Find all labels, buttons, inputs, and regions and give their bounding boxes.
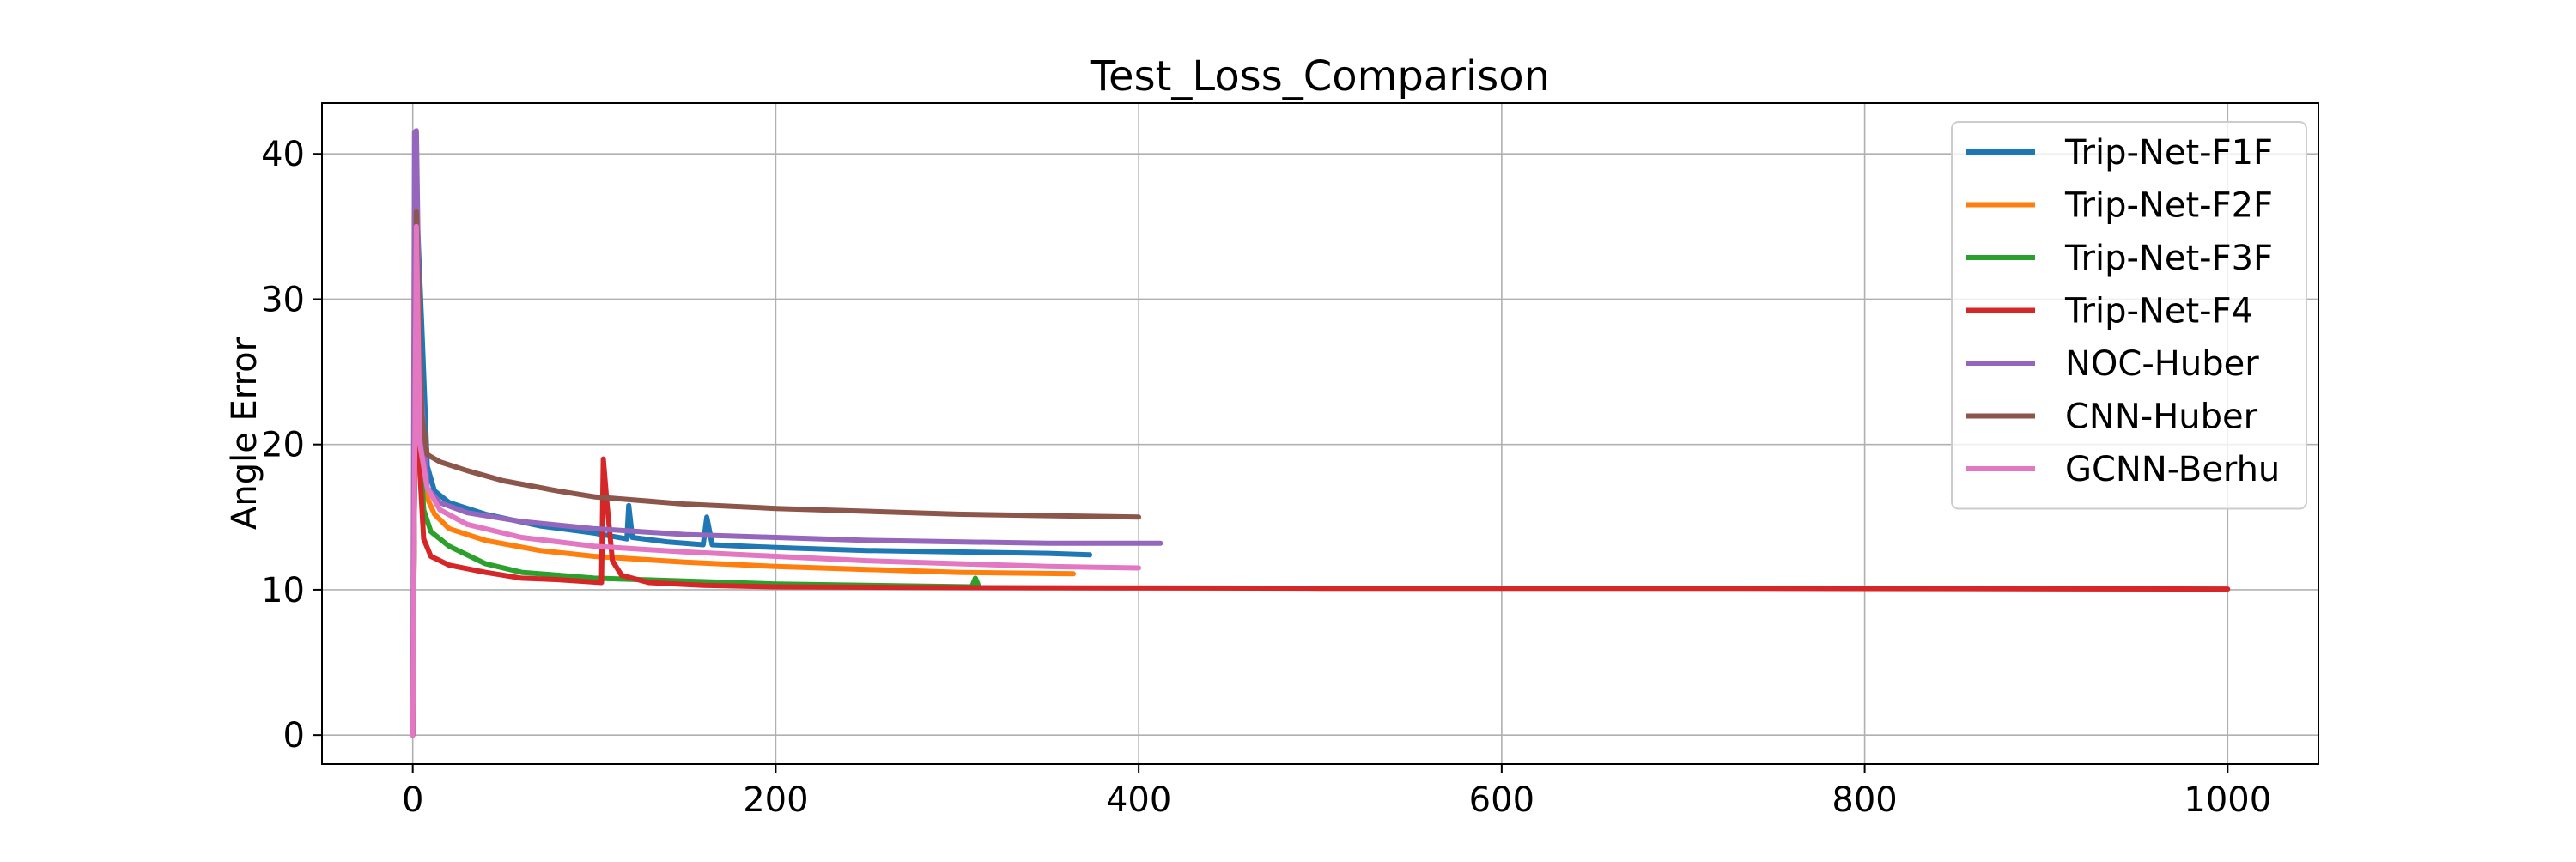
- y-tick-label: 20: [261, 426, 305, 465]
- x-tick-label: 0: [402, 780, 423, 820]
- legend-label-gcnn-berhu: GCNN-Berhu: [2065, 450, 2280, 489]
- y-tick-label: 40: [261, 135, 305, 174]
- y-tick-label: 10: [261, 571, 305, 610]
- series-line-trip-net-f1f: [410, 195, 1093, 738]
- series-line-gcnn-berhu: [410, 223, 1142, 738]
- x-tick-label: 600: [1469, 780, 1534, 820]
- legend-label-trip-net-f3f: Trip-Net-F3F: [2064, 239, 2273, 278]
- legend-label-noc-huber: NOC-Huber: [2065, 344, 2259, 384]
- legend-label-trip-net-f2f: Trip-Net-F2F: [2064, 186, 2273, 226]
- y-tick-label: 30: [261, 280, 305, 319]
- series-line-cnn-huber: [410, 209, 1142, 738]
- series-lines: [410, 128, 2231, 738]
- x-tick-label: 800: [1832, 780, 1897, 820]
- x-tick-label: 400: [1106, 780, 1171, 820]
- y-tick-label: 0: [283, 716, 305, 756]
- chart-title: Test_Loss_Comparison: [1090, 52, 1550, 100]
- legend: Trip-Net-F1F Trip-Net-F2F Trip-Net-F3F Trip…: [1951, 121, 2307, 510]
- axis-ticks: 0 200 400 600 800 1000 0 10 20 30 40: [261, 135, 2271, 820]
- legend-label-trip-net-f4: Trip-Net-F4: [2064, 292, 2253, 331]
- series-line-trip-net-f4: [410, 209, 2231, 738]
- x-tick-label: 200: [743, 780, 808, 820]
- y-axis-label: Angle Error: [225, 337, 264, 530]
- legend-label-trip-net-f1f: Trip-Net-F1F: [2064, 133, 2273, 173]
- legend-box: [1951, 121, 2307, 510]
- legend-label-cnn-huber: CNN-Huber: [2065, 398, 2258, 437]
- plot-frame: [321, 102, 2319, 765]
- x-tick-label: 1000: [2184, 780, 2271, 820]
